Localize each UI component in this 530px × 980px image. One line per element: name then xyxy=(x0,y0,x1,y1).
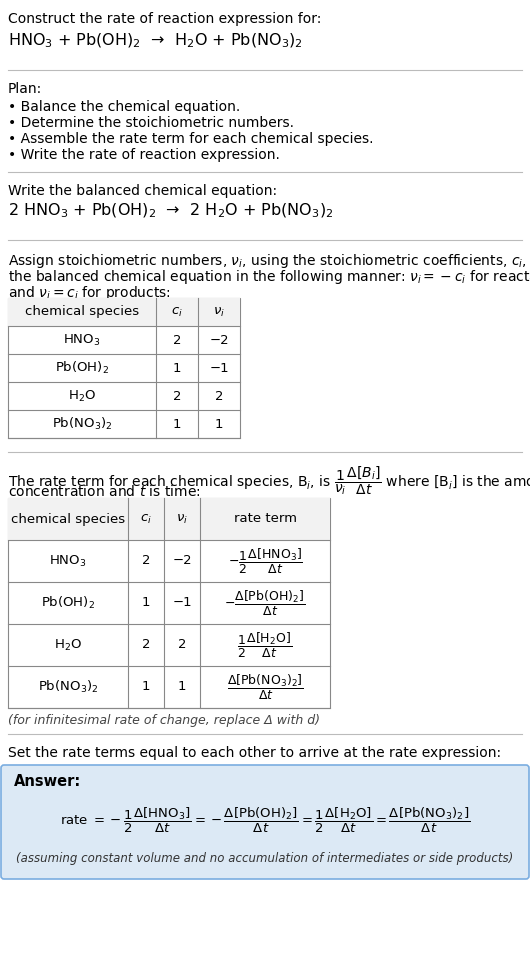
Text: Assign stoichiometric numbers, $\nu_i$, using the stoichiometric coefficients, $: Assign stoichiometric numbers, $\nu_i$, … xyxy=(8,252,530,270)
Text: $-\dfrac{\Delta[\mathrm{Pb(OH)_2}]}{\Delta t}$: $-\dfrac{\Delta[\mathrm{Pb(OH)_2}]}{\Del… xyxy=(224,589,306,617)
Bar xyxy=(8,498,330,708)
Text: and $\nu_i = c_i$ for products:: and $\nu_i = c_i$ for products: xyxy=(8,284,171,302)
Text: rate $= -\dfrac{1}{2}\dfrac{\Delta[\mathrm{HNO_3}]}{\Delta t} = -\dfrac{\Delta[\: rate $= -\dfrac{1}{2}\dfrac{\Delta[\math… xyxy=(60,806,470,835)
Text: (for infinitesimal rate of change, replace Δ with d): (for infinitesimal rate of change, repla… xyxy=(8,714,320,727)
Text: Plan:: Plan: xyxy=(8,82,42,96)
Text: Answer:: Answer: xyxy=(14,774,81,789)
Text: HNO$_3$: HNO$_3$ xyxy=(49,554,87,568)
Text: H$_2$O: H$_2$O xyxy=(54,637,82,653)
Text: $\nu_i$: $\nu_i$ xyxy=(213,306,225,318)
Text: 2: 2 xyxy=(142,639,150,652)
Text: Pb(OH)$_2$: Pb(OH)$_2$ xyxy=(55,360,109,376)
Text: 1: 1 xyxy=(173,417,181,430)
Text: Pb(OH)$_2$: Pb(OH)$_2$ xyxy=(41,595,95,612)
Bar xyxy=(8,298,240,438)
FancyBboxPatch shape xyxy=(1,765,529,879)
Text: Pb(NO$_3$)$_2$: Pb(NO$_3$)$_2$ xyxy=(52,416,112,432)
Text: $\dfrac{\Delta[\mathrm{Pb(NO_3)_2}]}{\Delta t}$: $\dfrac{\Delta[\mathrm{Pb(NO_3)_2}]}{\De… xyxy=(227,672,303,702)
Text: $c_i$: $c_i$ xyxy=(171,306,183,318)
Text: rate term: rate term xyxy=(234,513,296,525)
Text: −1: −1 xyxy=(172,597,192,610)
Text: $c_i$: $c_i$ xyxy=(140,513,152,525)
Text: • Determine the stoichiometric numbers.: • Determine the stoichiometric numbers. xyxy=(8,116,294,130)
Text: 2: 2 xyxy=(215,389,223,403)
Text: Write the balanced chemical equation:: Write the balanced chemical equation: xyxy=(8,184,277,198)
Text: $\dfrac{1}{2}\dfrac{\Delta[\mathrm{H_2O}]}{\Delta t}$: $\dfrac{1}{2}\dfrac{\Delta[\mathrm{H_2O}… xyxy=(237,630,293,660)
Text: 1: 1 xyxy=(178,680,186,694)
Text: HNO$_3$ + Pb(OH)$_2$  →  H$_2$O + Pb(NO$_3$)$_2$: HNO$_3$ + Pb(OH)$_2$ → H$_2$O + Pb(NO$_3… xyxy=(8,32,303,50)
Text: • Write the rate of reaction expression.: • Write the rate of reaction expression. xyxy=(8,148,280,162)
Text: The rate term for each chemical species, B$_i$, is $\dfrac{1}{\nu_i}\dfrac{\Delt: The rate term for each chemical species,… xyxy=(8,464,530,497)
Text: H$_2$O: H$_2$O xyxy=(68,388,96,404)
Text: −1: −1 xyxy=(209,362,229,374)
Text: Construct the rate of reaction expression for:: Construct the rate of reaction expressio… xyxy=(8,12,321,26)
Text: 2: 2 xyxy=(142,555,150,567)
Text: 1: 1 xyxy=(173,362,181,374)
Text: 2: 2 xyxy=(178,639,186,652)
Text: • Assemble the rate term for each chemical species.: • Assemble the rate term for each chemic… xyxy=(8,132,374,146)
Text: −2: −2 xyxy=(172,555,192,567)
Text: 1: 1 xyxy=(142,680,150,694)
Text: 1: 1 xyxy=(142,597,150,610)
Bar xyxy=(8,298,240,326)
Text: concentration and $t$ is time:: concentration and $t$ is time: xyxy=(8,484,201,499)
Text: HNO$_3$: HNO$_3$ xyxy=(63,332,101,348)
Text: Set the rate terms equal to each other to arrive at the rate expression:: Set the rate terms equal to each other t… xyxy=(8,746,501,760)
Text: chemical species: chemical species xyxy=(25,306,139,318)
Text: • Balance the chemical equation.: • Balance the chemical equation. xyxy=(8,100,240,114)
Text: the balanced chemical equation in the following manner: $\nu_i = -c_i$ for react: the balanced chemical equation in the fo… xyxy=(8,268,530,286)
Text: 1: 1 xyxy=(215,417,223,430)
Text: Pb(NO$_3$)$_2$: Pb(NO$_3$)$_2$ xyxy=(38,679,98,695)
Text: 2: 2 xyxy=(173,333,181,347)
Text: (assuming constant volume and no accumulation of intermediates or side products): (assuming constant volume and no accumul… xyxy=(16,852,514,864)
Text: $\nu_i$: $\nu_i$ xyxy=(176,513,188,525)
Text: −2: −2 xyxy=(209,333,229,347)
Text: $-\dfrac{1}{2}\dfrac{\Delta[\mathrm{HNO_3}]}{\Delta t}$: $-\dfrac{1}{2}\dfrac{\Delta[\mathrm{HNO_… xyxy=(227,547,303,575)
Text: 2 HNO$_3$ + Pb(OH)$_2$  →  2 H$_2$O + Pb(NO$_3$)$_2$: 2 HNO$_3$ + Pb(OH)$_2$ → 2 H$_2$O + Pb(N… xyxy=(8,202,333,220)
Text: 2: 2 xyxy=(173,389,181,403)
Bar xyxy=(8,498,330,540)
Text: chemical species: chemical species xyxy=(11,513,125,525)
